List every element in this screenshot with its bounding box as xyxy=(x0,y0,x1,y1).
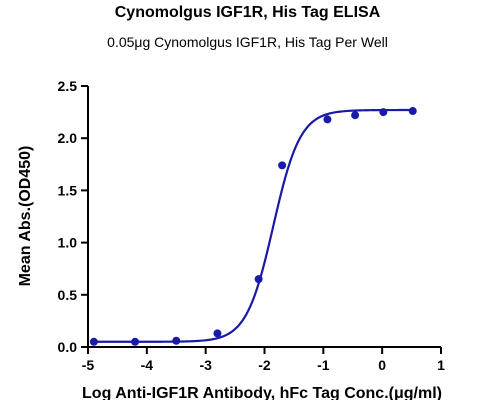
data-point xyxy=(323,115,332,124)
x-axis-label: Log Anti-IGF1R Antibody, hFc Tag Conc.(μ… xyxy=(82,385,442,400)
x-tick-label: -4 xyxy=(141,357,154,373)
data-points xyxy=(89,107,417,346)
chart-title: Cynomolgus IGF1R, His Tag ELISA xyxy=(115,4,381,21)
data-point xyxy=(213,329,222,338)
axes xyxy=(87,86,441,348)
y-tick-label: 2.0 xyxy=(58,130,78,146)
data-point xyxy=(254,275,263,284)
x-tick-label: -1 xyxy=(317,357,330,373)
chart-subtitle: 0.05μg Cynomolgus IGF1R, His Tag Per Wel… xyxy=(107,34,388,50)
y-tick-label: 2.5 xyxy=(58,78,78,94)
fit-curve xyxy=(93,108,413,343)
y-tick-label: 0.5 xyxy=(58,287,78,303)
x-ticks: -5 -4 -3 -2 -1 0 1 xyxy=(82,347,445,373)
y-tick-label: 1.0 xyxy=(58,235,78,251)
y-ticks: 0.0 0.5 1.0 1.5 2.0 2.5 xyxy=(58,78,88,355)
x-tick-label: -5 xyxy=(82,357,95,373)
data-point xyxy=(131,337,140,346)
data-point xyxy=(278,161,287,170)
x-tick-label: 1 xyxy=(437,357,445,373)
x-tick-label: 0 xyxy=(378,357,386,373)
data-point xyxy=(351,111,360,120)
y-tick-label: 0.0 xyxy=(58,339,78,355)
y-axis-label: Mean Abs.(OD450) xyxy=(17,146,34,287)
data-point xyxy=(89,337,98,346)
x-tick-label: -2 xyxy=(258,357,271,373)
data-point xyxy=(379,108,388,117)
y-tick-label: 1.5 xyxy=(58,182,78,198)
data-point xyxy=(172,336,181,345)
data-point xyxy=(408,107,417,116)
x-tick-label: -3 xyxy=(199,357,212,373)
